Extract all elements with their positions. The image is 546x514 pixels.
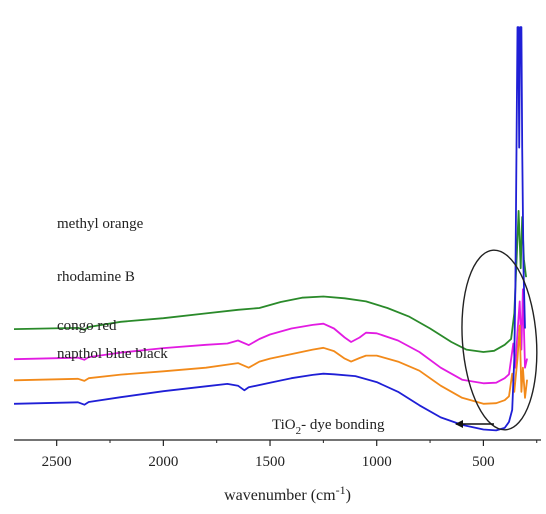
series-line-3 (13, 26, 526, 432)
bonding-annotation: TiO2- dye bonding (272, 249, 538, 437)
x-axis: 2500 2000 1500 1000 500 (14, 439, 541, 470)
bonding-ellipse (461, 249, 538, 431)
series-line-1 (13, 288, 528, 385)
annot-sub: 2 (296, 425, 302, 437)
x-axis-title-main: wavenumber (cm (224, 487, 336, 504)
x-tick-label-3: 1000 (362, 454, 392, 470)
annot-tio: TiO (272, 417, 296, 433)
x-tick-label-1: 2000 (148, 454, 178, 470)
x-axis-title-sup: -1 (336, 483, 346, 497)
series-label-0: methyl orange (57, 216, 144, 232)
series-line-0 (13, 210, 527, 353)
series-label-2: congo red (57, 318, 117, 334)
x-tick-label-4: 500 (472, 454, 495, 470)
x-axis-title: wavenumber (cm-1) (224, 483, 351, 504)
series-layer (13, 26, 528, 432)
series-label-1: rhodamine B (57, 269, 135, 285)
series-labels: methyl orange rhodamine B congo red napthol… (57, 216, 168, 362)
series-label-3: napthol blue black (57, 346, 168, 362)
annot-rest: - dye bonding (301, 417, 385, 433)
x-axis-title-close: ) (346, 487, 351, 504)
series-line-2 (13, 324, 528, 405)
x-tick-label-2: 1500 (255, 454, 285, 470)
bonding-annotation-text: TiO2- dye bonding (272, 417, 385, 437)
x-tick-label-0: 2500 (42, 454, 72, 470)
